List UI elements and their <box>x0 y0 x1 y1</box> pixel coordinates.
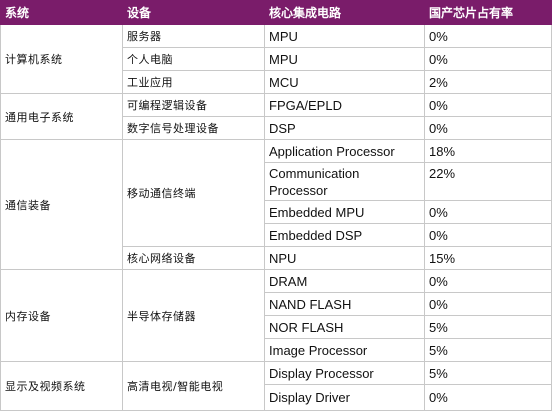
share-cell: 15% <box>424 246 552 270</box>
table-row: Display Driver 0% <box>1 384 552 411</box>
chip-cell: Communication Processor <box>264 162 425 201</box>
chip-cell: Display Processor <box>264 361 425 385</box>
system-cell: 计算机系统 <box>0 24 123 94</box>
table-row: Embedded DSP 0% <box>1 223 552 247</box>
table-row: 计算机系统 服务器 MPU 0% <box>0 24 552 94</box>
chip-cell: MPU <box>264 24 425 48</box>
device-cell: 工业应用 <box>122 70 265 94</box>
chip-cell: NPU <box>264 246 425 270</box>
table-row: Communication Processor 22% <box>1 162 552 201</box>
share-cell: 0% <box>424 93 552 117</box>
header-core-ic: 核心集成电路 <box>264 0 425 25</box>
table-row: 内存设备 半导体存储器 DRAM 0% <box>0 269 552 362</box>
device-cell: 半导体存储器 <box>122 269 265 362</box>
system-cell: 通信装备 <box>0 139 123 270</box>
chip-cell: MCU <box>264 70 425 94</box>
chip-cell: MPU <box>264 47 425 71</box>
chip-cell: Application Processor <box>264 139 425 163</box>
share-cell: 5% <box>424 338 552 362</box>
chip-cell: DSP <box>264 116 425 140</box>
share-cell: 0% <box>424 384 552 411</box>
chip-cell: Image Processor <box>264 338 425 362</box>
system-cell: 通用电子系统 <box>0 93 123 140</box>
device-cell: 核心网络设备 <box>122 246 265 270</box>
device-cell: 移动通信终端 <box>122 139 265 247</box>
chip-cell: NOR FLASH <box>264 315 425 339</box>
device-cell: 可编程逻辑设备 <box>122 93 265 117</box>
header-domestic-share: 国产芯片占有率 <box>424 0 552 25</box>
share-cell: 0% <box>424 200 552 224</box>
table-row: 通用电子系统 可编程逻辑设备 FPGA/EPLD 0% <box>0 93 552 140</box>
device-cell: 服务器 <box>122 24 265 48</box>
header-system: 系统 <box>0 0 123 25</box>
header-row: 系统 设备 核心集成电路 国产芯片占有率 <box>0 0 552 25</box>
share-cell: 0% <box>424 116 552 140</box>
chip-cell: NAND FLASH <box>264 292 425 316</box>
chip-cell: FPGA/EPLD <box>264 93 425 117</box>
share-cell: 0% <box>424 269 552 293</box>
table-row: 个人电脑 MPU 0% <box>1 47 552 71</box>
share-cell: 5% <box>424 315 552 339</box>
share-cell: 22% <box>424 162 552 201</box>
chip-cell: DRAM <box>264 269 425 293</box>
chip-cell: Embedded MPU <box>264 200 425 224</box>
table-row: Image Processor 5% <box>1 338 552 362</box>
table-row: 数字信号处理设备 DSP 0% <box>1 116 552 140</box>
share-cell: 5% <box>424 361 552 385</box>
device-cell: 个人电脑 <box>122 47 265 71</box>
share-cell: 0% <box>424 223 552 247</box>
system-cell: 内存设备 <box>0 269 123 362</box>
chip-cell: Embedded DSP <box>264 223 425 247</box>
table-row: 显示及视频系统 高清电视/智能电视 Display Processor 5% <box>0 361 552 411</box>
device-cell: 高清电视/智能电视 <box>122 361 265 411</box>
table-row: 通信装备 移动通信终端 Application Processor 18% <box>0 139 552 270</box>
share-cell: 0% <box>424 292 552 316</box>
share-cell: 0% <box>424 47 552 71</box>
device-cell: 数字信号处理设备 <box>122 116 265 140</box>
header-device: 设备 <box>122 0 265 25</box>
share-cell: 0% <box>424 24 552 48</box>
share-cell: 2% <box>424 70 552 94</box>
table-row: NAND FLASH 0% <box>1 292 552 316</box>
system-cell: 显示及视频系统 <box>0 361 123 411</box>
chip-cell: Display Driver <box>264 384 425 411</box>
share-cell: 18% <box>424 139 552 163</box>
table-row: 工业应用 MCU 2% <box>1 70 552 94</box>
